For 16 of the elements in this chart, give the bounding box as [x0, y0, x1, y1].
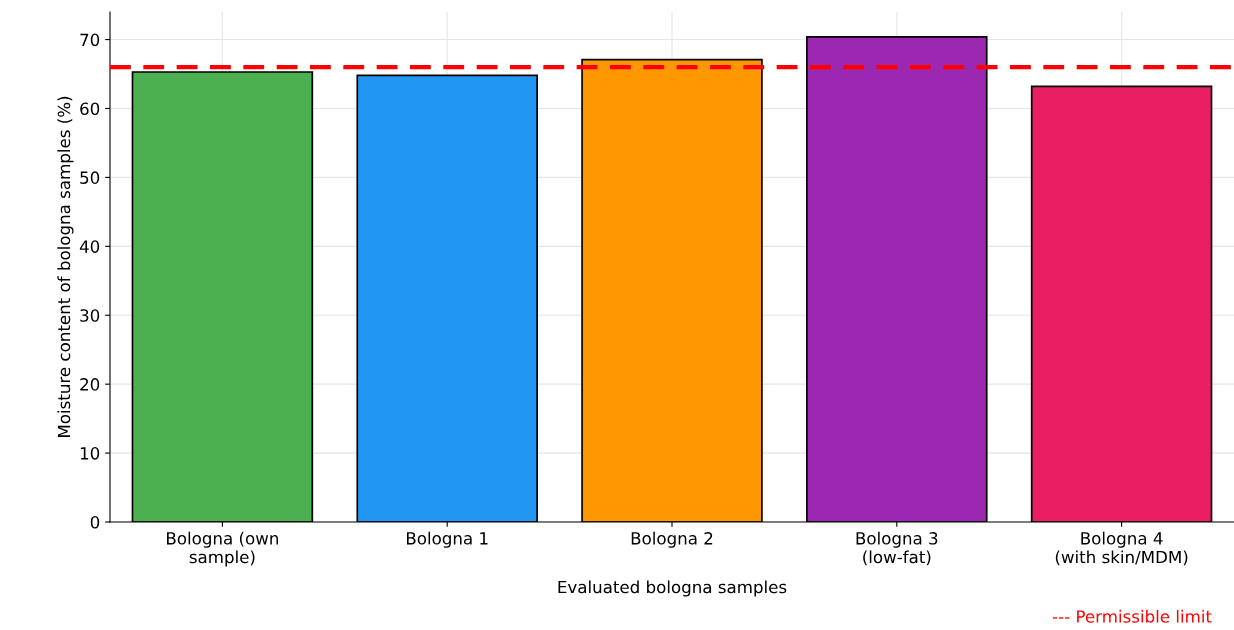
y-tick-label: 20: [80, 378, 100, 391]
y-tick-label: 0: [90, 515, 100, 529]
x-tick-label: Bologna 1: [406, 531, 488, 548]
x-tick-label: Bologna (own sample): [167, 531, 278, 567]
y-axis-title: Moisture content of bologna samples (%): [57, 96, 74, 437]
x-tick-label: Bologna 2: [631, 531, 713, 548]
x-axis-title: Evaluated bologna samples: [558, 580, 787, 597]
x-tick-label: Bologna 4 (with skin/MDM): [1055, 531, 1188, 566]
y-tick-label: 60: [80, 102, 100, 116]
text: --- Permissible limit: [1052, 609, 1212, 623]
y-tick-label: 10: [80, 447, 100, 460]
x-tick-label: Bologna 3 (low-fat): [856, 531, 938, 566]
y-tick-label: 30: [80, 309, 100, 322]
y-tick-label: 50: [80, 171, 100, 184]
y-tick-label: 70: [80, 33, 100, 47]
y-tick-label: 40: [79, 240, 100, 253]
